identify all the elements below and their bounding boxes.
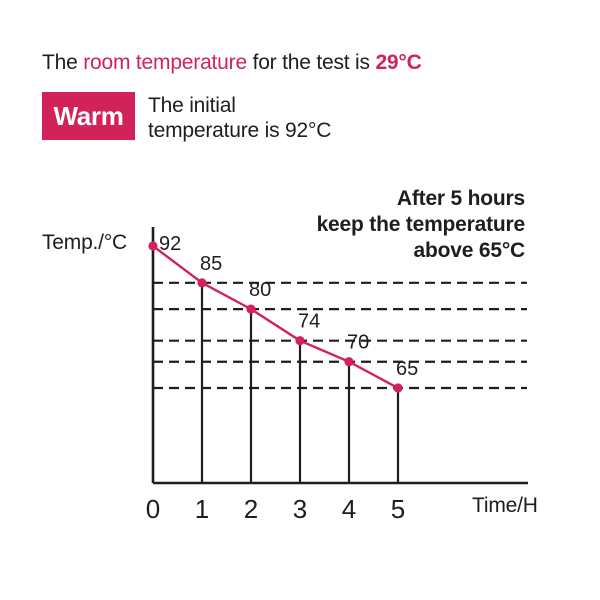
data-point-marker-74 bbox=[295, 336, 305, 346]
data-point-marker-92 bbox=[148, 241, 158, 251]
x-tick-label-0: 0 bbox=[146, 494, 160, 524]
data-point-marker-85 bbox=[197, 278, 207, 288]
x-tick-label-3: 3 bbox=[293, 494, 307, 524]
x-tick-label-5: 5 bbox=[391, 494, 405, 524]
initial-temperature-text: The initial temperature is 92°C bbox=[148, 92, 331, 143]
x-axis-label: Time/H bbox=[472, 494, 538, 517]
headline-accent-room-temperature: room temperature bbox=[83, 51, 247, 74]
annotation-line-3: above 65°C bbox=[413, 239, 526, 262]
data-point-label-92: 92 bbox=[159, 233, 181, 255]
headline: The room temperature for the test is 29°… bbox=[42, 51, 422, 75]
intro-row: Warm The initial temperature is 92°C bbox=[42, 92, 331, 143]
data-point-label-70: 70 bbox=[347, 332, 369, 354]
x-tick-label-4: 4 bbox=[342, 494, 356, 524]
data-point-label-80: 80 bbox=[249, 279, 271, 301]
intro-line-1: The initial bbox=[148, 94, 236, 117]
headline-text: The bbox=[42, 51, 84, 74]
annotation-line-2: keep the temperature bbox=[316, 213, 526, 236]
intro-line-2: temperature is 92°C bbox=[148, 119, 332, 142]
data-point-marker-80 bbox=[246, 304, 256, 314]
data-point-label-65: 65 bbox=[396, 358, 418, 380]
after-5-hours-annotation: After 5 hours keep the temperature above… bbox=[316, 186, 526, 264]
x-tick-label-1: 1 bbox=[195, 494, 209, 524]
headline-text-2: for the test is bbox=[246, 51, 376, 74]
annotation-line-1: After 5 hours bbox=[396, 187, 525, 210]
temperature-line bbox=[151, 244, 400, 390]
data-point-label-74: 74 bbox=[298, 311, 320, 333]
warm-badge: Warm bbox=[42, 92, 135, 140]
y-axis-label: Temp./°C bbox=[42, 231, 127, 254]
data-point-label-85: 85 bbox=[200, 253, 222, 275]
data-point-marker-70 bbox=[344, 357, 354, 367]
headline-accent-29c: 29°C bbox=[375, 51, 422, 74]
data-point-marker-65 bbox=[393, 383, 403, 393]
x-tick-label-2: 2 bbox=[244, 494, 258, 524]
